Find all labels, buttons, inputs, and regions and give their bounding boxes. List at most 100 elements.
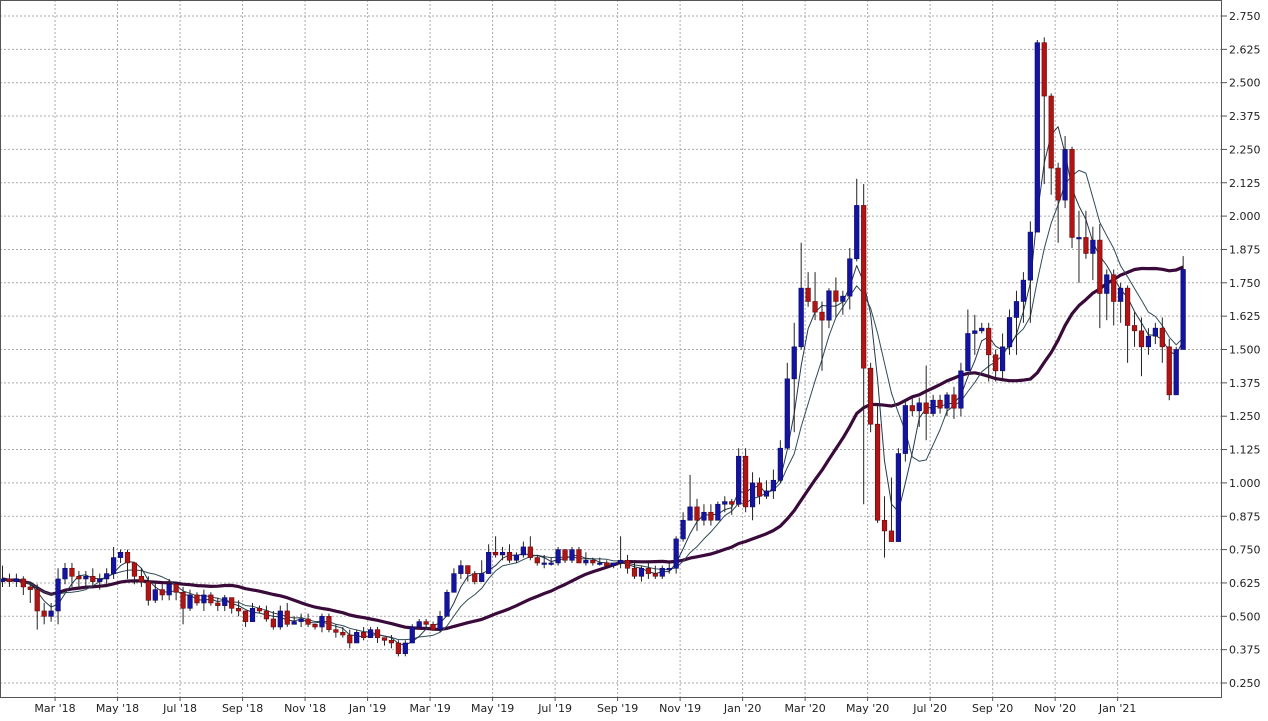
candle (624, 554, 631, 574)
candle (604, 560, 610, 569)
candle (1180, 256, 1186, 350)
candle (55, 568, 61, 625)
candle-body (590, 559, 596, 564)
candle-body (34, 589, 40, 612)
candle-body (180, 591, 186, 609)
candle-body (624, 559, 631, 569)
candle-body (1048, 95, 1054, 169)
candle-body (597, 562, 603, 565)
candle (361, 626, 367, 641)
x-tick-label: Mar '19 (409, 702, 450, 715)
candle (354, 629, 360, 644)
candle (1083, 210, 1089, 259)
moving-average-long-line (2, 265, 1184, 631)
candle-body (166, 583, 172, 596)
candle-body (1041, 42, 1047, 97)
candle-body (159, 589, 165, 596)
candle (659, 565, 665, 579)
candle-body (527, 546, 533, 558)
candle (1131, 312, 1138, 347)
candle-body (41, 610, 47, 617)
y-tick-label: 0.250 (1229, 677, 1261, 690)
candle-body (909, 405, 915, 412)
candle-body (1111, 274, 1117, 302)
candle-body (1173, 349, 1179, 396)
candle-body (506, 551, 513, 561)
candle (1173, 346, 1179, 396)
candle (13, 573, 19, 587)
candle (347, 629, 353, 649)
candle (76, 570, 82, 590)
x-tick-label: Jul '20 (912, 702, 947, 715)
candle-body (13, 578, 19, 582)
candle-body (1118, 287, 1124, 302)
candle (645, 560, 651, 579)
candle-body (798, 287, 804, 348)
candle-body (55, 578, 61, 612)
candle (242, 610, 249, 627)
candle-body (770, 479, 776, 492)
candle-body (847, 258, 853, 297)
candle (631, 560, 638, 579)
candle-body (513, 554, 520, 561)
y-tick-label: 2.250 (1229, 143, 1261, 156)
candle (930, 394, 936, 417)
candle (819, 301, 825, 371)
candle-body (736, 455, 742, 505)
candle (1006, 309, 1013, 355)
candle-body (27, 586, 33, 590)
candle (256, 605, 263, 614)
candle-body (486, 551, 492, 574)
candle (479, 560, 485, 582)
candle-body (701, 511, 707, 521)
candle-body (763, 490, 770, 497)
candle-body (208, 594, 214, 604)
candle (770, 469, 776, 499)
candle (583, 552, 589, 566)
y-tick-label: 2.125 (1229, 177, 1261, 190)
candle-body (555, 549, 561, 564)
candle-body (48, 610, 54, 617)
candle (1013, 290, 1020, 355)
candle-body (854, 205, 860, 260)
candle-body (173, 583, 179, 593)
candle-body (138, 575, 145, 582)
candle-body (923, 402, 929, 414)
candle-body (951, 394, 957, 409)
candle (937, 394, 943, 414)
y-tick-label: 0.750 (1229, 544, 1261, 557)
candle-body (972, 330, 978, 334)
candle-body (263, 610, 270, 620)
candle (909, 397, 915, 417)
candle (777, 440, 783, 483)
candle (124, 549, 131, 579)
candle-body (499, 551, 506, 556)
candle (1055, 162, 1061, 243)
candle (423, 618, 429, 627)
candle-body (229, 597, 235, 609)
candle-body (361, 632, 367, 638)
candle-body (458, 565, 464, 574)
candle (534, 554, 540, 566)
candle-body (937, 399, 943, 409)
candle-body (638, 567, 645, 577)
candle (291, 616, 297, 625)
candle-body (1006, 317, 1013, 348)
candle (881, 496, 888, 558)
candle (569, 546, 575, 563)
candle-body (583, 559, 589, 564)
candle-body (6, 578, 13, 582)
candle-body (1062, 149, 1068, 201)
y-tick-label: 1.125 (1229, 444, 1261, 457)
candle (90, 568, 96, 587)
candle (180, 586, 186, 625)
candle (743, 448, 749, 513)
candle (222, 594, 228, 611)
candle-body (944, 394, 950, 409)
candle (1097, 224, 1103, 329)
candle-body (256, 607, 263, 612)
candle (492, 536, 499, 558)
x-tick-label: Mar '20 (784, 702, 825, 715)
y-tick-label: 0.375 (1229, 644, 1261, 657)
candle (652, 565, 658, 579)
